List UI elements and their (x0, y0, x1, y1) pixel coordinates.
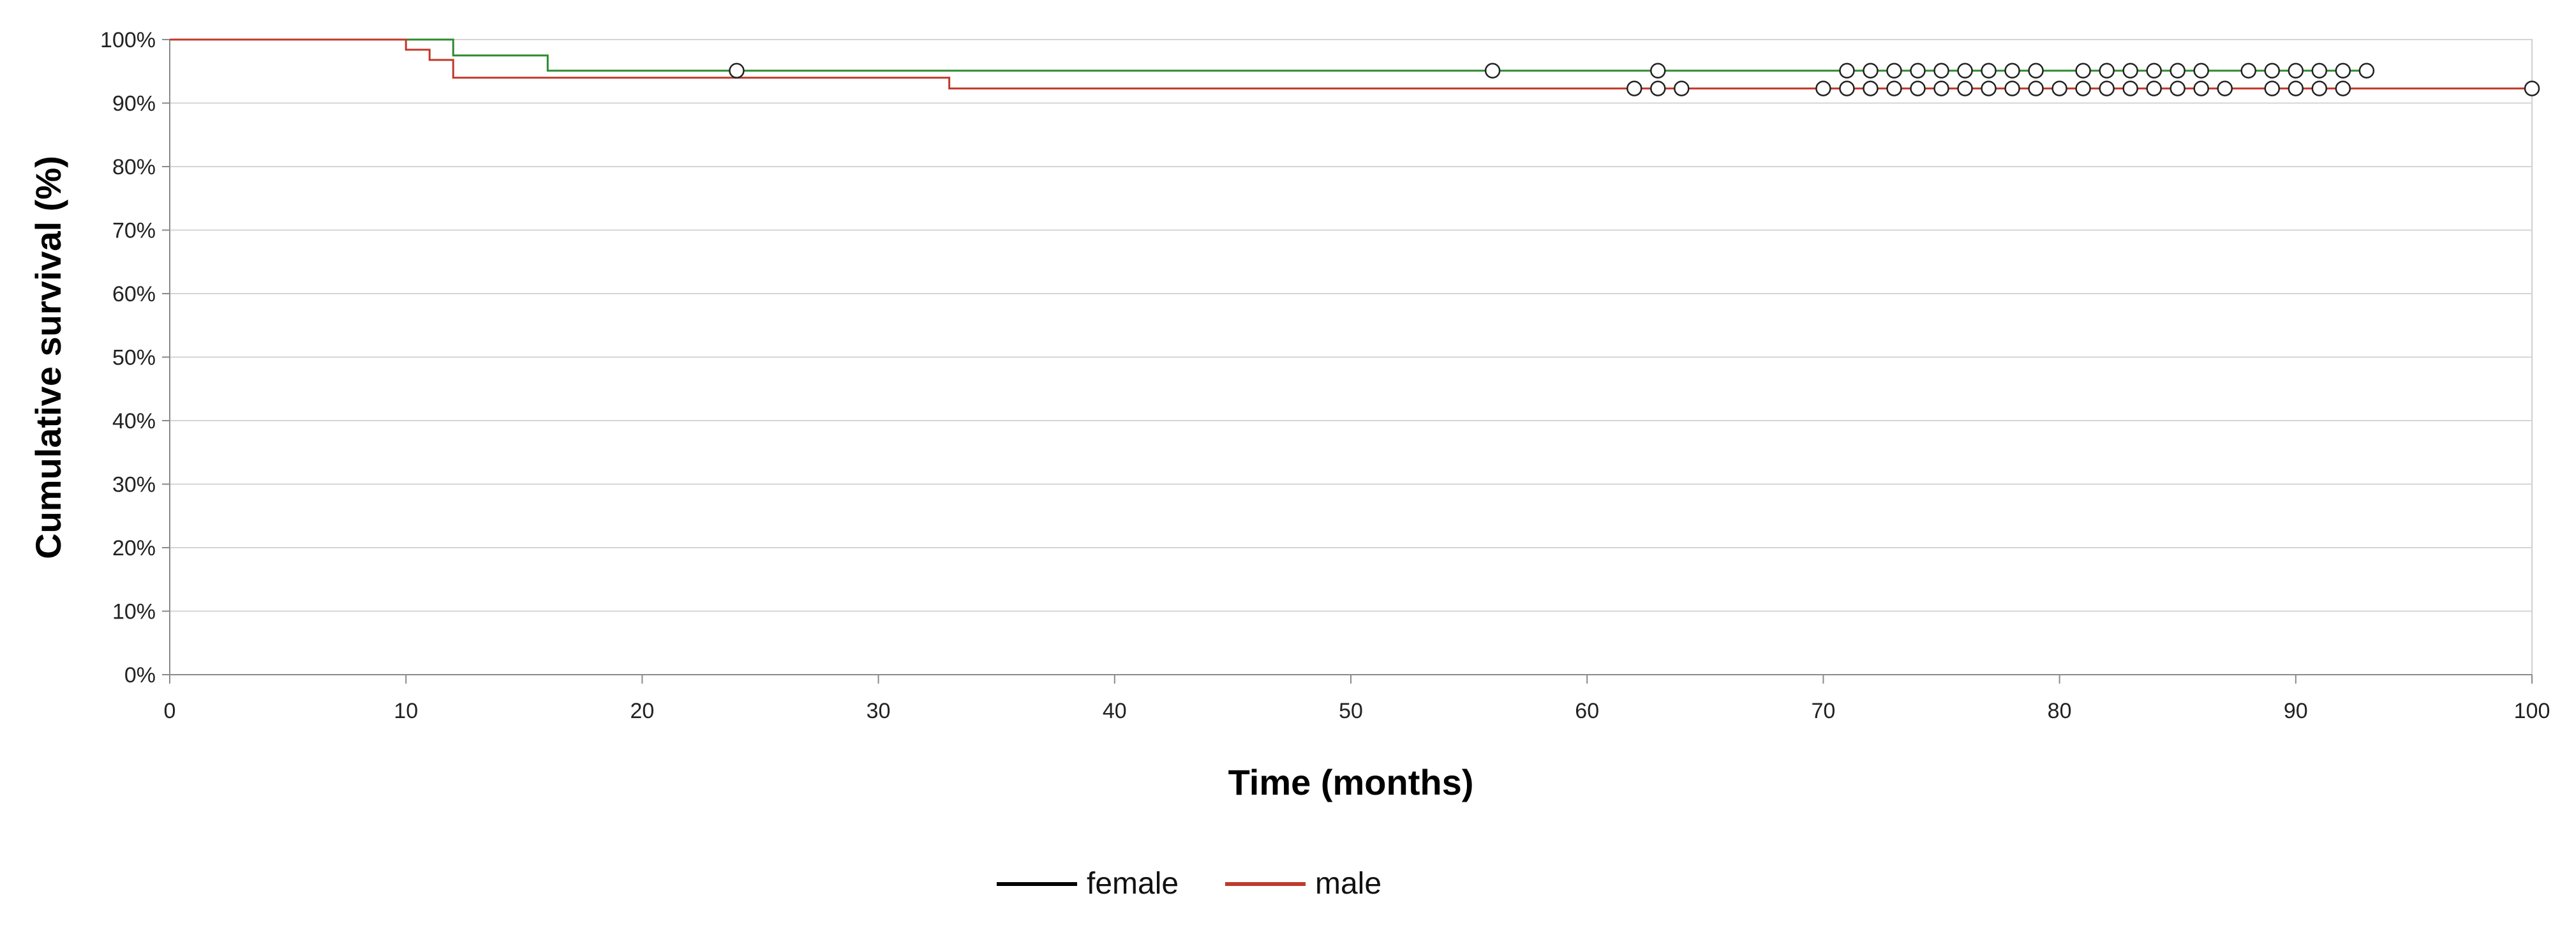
censor-marker-female (2004, 63, 2020, 79)
x-tick-label: 100 (2514, 699, 2550, 723)
censor-marker-female (2075, 63, 2091, 79)
tick-labels: 0% 10% 20% 30% 40% 50% 60% 70% 80% 90% 100% 0 10 20 30… (100, 28, 2550, 723)
censor-marker-male (1839, 80, 1855, 96)
x-tick-label: 30 (867, 699, 891, 723)
censor-marker-male (1910, 80, 1926, 96)
censor-marker-male (2075, 80, 2091, 96)
y-tick-label: 40% (112, 409, 156, 433)
censor-marker-male (2099, 80, 2115, 96)
y-tick-label: 10% (112, 600, 156, 624)
series-lines (170, 38, 2532, 90)
y-tick-label: 0% (124, 663, 156, 687)
censor-marker-male (2170, 80, 2185, 96)
y-tick-label: 20% (112, 536, 156, 560)
censor-marker-male (1957, 80, 1973, 96)
censor-marker-female (2170, 63, 2185, 79)
censor-marker-male (2004, 80, 2020, 96)
censor-marker-female (2288, 63, 2304, 79)
censor-marker-female (2240, 63, 2257, 79)
censor-marker-male (1626, 80, 1642, 96)
censor-marker-female (2099, 63, 2115, 79)
censor-markers (729, 63, 2540, 96)
y-tick-label: 80% (112, 155, 156, 179)
censor-marker-male (1863, 80, 1879, 96)
censor-marker-male (2288, 80, 2304, 96)
censor-marker-male (2028, 80, 2044, 96)
x-tick-label: 40 (1103, 699, 1127, 723)
censor-marker-male (1674, 80, 1690, 96)
x-tick-label: 80 (2048, 699, 2072, 723)
censor-marker-female (1650, 63, 1666, 79)
censor-marker-male (2217, 80, 2233, 96)
censor-marker-female (2122, 63, 2138, 79)
censor-marker-female (1933, 63, 1949, 79)
y-tick-label: 30% (112, 473, 156, 497)
censor-marker-male (2524, 80, 2540, 96)
censor-marker-female (2335, 63, 2351, 79)
y-axis-title: Cumulative survival (%) (28, 156, 68, 559)
censor-marker-male (2122, 80, 2138, 96)
censor-marker-female (1981, 63, 1997, 79)
censor-marker-female (1863, 63, 1879, 79)
censor-marker-female (1886, 63, 1902, 79)
x-axis-title: Time (months) (1228, 762, 1474, 802)
axes (162, 39, 2533, 684)
censor-marker-female (729, 63, 745, 79)
x-tick-label: 10 (394, 699, 418, 723)
censor-marker-male (1886, 80, 1902, 96)
y-tick-label: 100% (100, 28, 156, 52)
censor-marker-female (1484, 63, 1501, 79)
censor-marker-female (1839, 63, 1855, 79)
censor-marker-male (2193, 80, 2209, 96)
censor-marker-male (2051, 80, 2067, 96)
x-tick-label: 60 (1575, 699, 1599, 723)
x-tick-label: 90 (2284, 699, 2308, 723)
censor-marker-male (2335, 80, 2351, 96)
legend-label-male: male (1315, 867, 1381, 901)
censor-marker-female (2193, 63, 2209, 79)
x-tick-label: 20 (630, 699, 654, 723)
x-tick-label: 70 (1811, 699, 1835, 723)
series-line-male (170, 38, 2532, 90)
x-tick-label: 0 (164, 699, 176, 723)
censor-marker-male (1815, 80, 1831, 96)
censor-marker-female (2358, 63, 2375, 79)
censor-marker-male (2264, 80, 2281, 96)
censor-marker-female (2146, 63, 2162, 79)
legend: female male (997, 867, 1381, 901)
censor-marker-female (1910, 63, 1926, 79)
gridlines (170, 39, 2532, 612)
legend-label-female: female (1087, 867, 1179, 901)
x-tick-label: 50 (1339, 699, 1363, 723)
censor-marker-male (2146, 80, 2162, 96)
censor-marker-male (1933, 80, 1949, 96)
censor-marker-female (2311, 63, 2328, 79)
censor-marker-male (2311, 80, 2328, 96)
y-tick-label: 60% (112, 282, 156, 306)
y-tick-label: 90% (112, 92, 156, 116)
censor-marker-female (2264, 63, 2281, 79)
censor-marker-female (1957, 63, 1973, 79)
censor-marker-male (1650, 80, 1666, 96)
y-tick-label: 70% (112, 219, 156, 243)
censor-marker-male (1981, 80, 1997, 96)
y-tick-label: 50% (112, 346, 156, 370)
censor-marker-female (2028, 63, 2044, 79)
